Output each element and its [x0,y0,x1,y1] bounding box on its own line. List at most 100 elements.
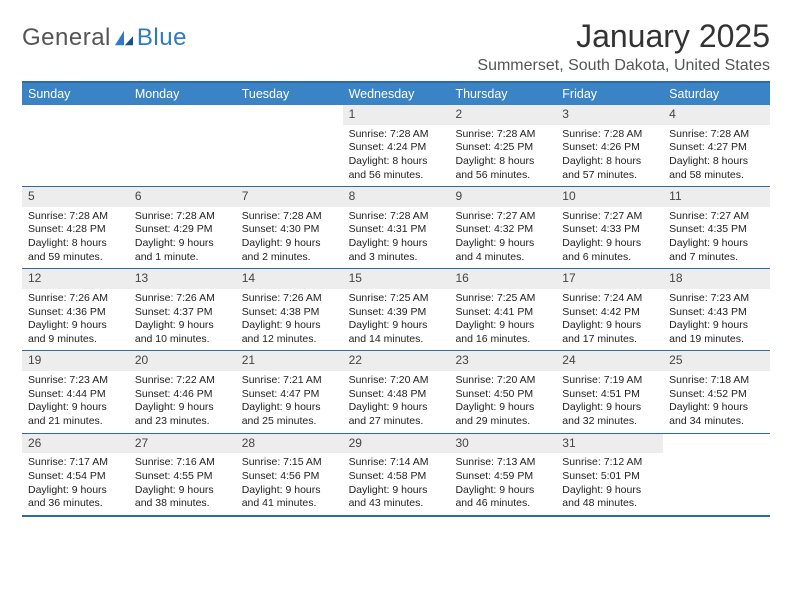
daylight-text: Daylight: 8 hours and 57 minutes. [562,155,657,182]
daylight-text: Daylight: 9 hours and 10 minutes. [135,319,230,346]
day-number [236,105,343,125]
day-number: 5 [22,187,129,207]
day-details: Sunrise: 7:25 AMSunset: 4:41 PMDaylight:… [449,289,556,351]
day-details: Sunrise: 7:21 AMSunset: 4:47 PMDaylight:… [236,371,343,433]
title-block: January 2025 Summerset, South Dakota, Un… [477,18,770,75]
daylight-text: Daylight: 9 hours and 36 minutes. [28,484,123,511]
day-details: Sunrise: 7:23 AMSunset: 4:44 PMDaylight:… [22,371,129,433]
week-row: 1Sunrise: 7:28 AMSunset: 4:24 PMDaylight… [22,105,770,187]
sunrise-text: Sunrise: 7:24 AM [562,292,657,306]
day-number: 17 [556,269,663,289]
day-cell: 18Sunrise: 7:23 AMSunset: 4:43 PMDayligh… [663,269,770,350]
day-number: 21 [236,351,343,371]
day-details: Sunrise: 7:28 AMSunset: 4:29 PMDaylight:… [129,207,236,269]
sunrise-text: Sunrise: 7:28 AM [28,210,123,224]
page-location: Summerset, South Dakota, United States [477,57,770,75]
day-cell: 16Sunrise: 7:25 AMSunset: 4:41 PMDayligh… [449,269,556,350]
daylight-text: Daylight: 8 hours and 58 minutes. [669,155,764,182]
day-details: Sunrise: 7:18 AMSunset: 4:52 PMDaylight:… [663,371,770,433]
daylight-text: Daylight: 9 hours and 6 minutes. [562,237,657,264]
day-cell: 20 Sunrise: 7:22 AMSunset: 4:46 PMDayligh… [129,351,236,432]
day-cell [236,105,343,186]
brand-sail-icon [113,29,135,47]
day-details: Sunrise: 7:28 AMSunset: 4:25 PMDaylight:… [449,125,556,187]
calendar-page: General Blue January 2025 Summerset, Sou… [0,0,792,517]
sunrise-text: Sunrise: 7:27 AM [455,210,550,224]
day-cell: 3Sunrise: 7:28 AMSunset: 4:26 PMDaylight… [556,105,663,186]
day-number: 31 [556,434,663,454]
day-details: Sunrise: 7:17 AMSunset: 4:54 PMDaylight:… [22,453,129,515]
daylight-text: Daylight: 9 hours and 23 minutes. [135,401,230,428]
sunset-text: Sunset: 4:32 PM [455,223,550,237]
weekday-label: Sunday [22,83,129,105]
day-number: 6 [129,187,236,207]
day-number: 28 [236,434,343,454]
day-details: Sunrise: 7:27 AMSunset: 4:35 PMDaylight:… [663,207,770,269]
day-details: Sunrise: 7:12 AMSunset: 5:01 PMDaylight:… [556,453,663,515]
daylight-text: Daylight: 9 hours and 25 minutes. [242,401,337,428]
sunrise-text: Sunrise: 7:22 AM [135,374,230,388]
sunrise-text: Sunrise: 7:28 AM [242,210,337,224]
weekday-label: Tuesday [236,83,343,105]
weekday-label: Wednesday [343,83,450,105]
daylight-text: Daylight: 9 hours and 27 minutes. [349,401,444,428]
daylight-text: Daylight: 9 hours and 7 minutes. [669,237,764,264]
sunset-text: Sunset: 4:55 PM [135,470,230,484]
day-number: 25 [663,351,770,371]
sunset-text: Sunset: 4:43 PM [669,306,764,320]
day-number: 3 [556,105,663,125]
day-number: 11 [663,187,770,207]
day-details: Sunrise: 7:23 AMSunset: 4:43 PMDaylight:… [663,289,770,351]
sunrise-text: Sunrise: 7:21 AM [242,374,337,388]
sunset-text: Sunset: 4:48 PM [349,388,444,402]
sunrise-text: Sunrise: 7:15 AM [242,456,337,470]
day-cell: 26Sunrise: 7:17 AMSunset: 4:54 PMDayligh… [22,434,129,515]
sunset-text: Sunset: 4:37 PM [135,306,230,320]
sunset-text: Sunset: 4:30 PM [242,223,337,237]
day-number: 20 [129,351,236,371]
day-cell: 13Sunrise: 7:26 AMSunset: 4:37 PMDayligh… [129,269,236,350]
day-details: Sunrise: 7:28 AMSunset: 4:30 PMDaylight:… [236,207,343,269]
day-details: Sunrise: 7:25 AMSunset: 4:39 PMDaylight:… [343,289,450,351]
sunset-text: Sunset: 4:39 PM [349,306,444,320]
sunset-text: Sunset: 5:01 PM [562,470,657,484]
sunrise-text: Sunrise: 7:23 AM [669,292,764,306]
day-cell: 15Sunrise: 7:25 AMSunset: 4:39 PMDayligh… [343,269,450,350]
weekday-label: Saturday [663,83,770,105]
sunset-text: Sunset: 4:51 PM [562,388,657,402]
day-cell: 19Sunrise: 7:23 AMSunset: 4:44 PMDayligh… [22,351,129,432]
daylight-text: Daylight: 9 hours and 17 minutes. [562,319,657,346]
daylight-text: Daylight: 9 hours and 38 minutes. [135,484,230,511]
weekday-label: Thursday [449,83,556,105]
sunset-text: Sunset: 4:35 PM [669,223,764,237]
day-cell: 7Sunrise: 7:28 AMSunset: 4:30 PMDaylight… [236,187,343,268]
sunrise-text: Sunrise: 7:19 AM [562,374,657,388]
day-cell: 23Sunrise: 7:20 AMSunset: 4:50 PMDayligh… [449,351,556,432]
sunset-text: Sunset: 4:56 PM [242,470,337,484]
daylight-text: Daylight: 9 hours and 14 minutes. [349,319,444,346]
sunset-text: Sunset: 4:50 PM [455,388,550,402]
day-cell: 2Sunrise: 7:28 AMSunset: 4:25 PMDaylight… [449,105,556,186]
sunset-text: Sunset: 4:46 PM [135,388,230,402]
daylight-text: Daylight: 9 hours and 9 minutes. [28,319,123,346]
daylight-text: Daylight: 9 hours and 3 minutes. [349,237,444,264]
daylight-text: Daylight: 9 hours and 2 minutes. [242,237,337,264]
day-cell: 9Sunrise: 7:27 AMSunset: 4:32 PMDaylight… [449,187,556,268]
sunset-text: Sunset: 4:38 PM [242,306,337,320]
day-details: Sunrise: 7:26 AMSunset: 4:36 PMDaylight:… [22,289,129,351]
day-details: Sunrise: 7:19 AMSunset: 4:51 PMDaylight:… [556,371,663,433]
sunset-text: Sunset: 4:58 PM [349,470,444,484]
day-number: 24 [556,351,663,371]
sunset-text: Sunset: 4:33 PM [562,223,657,237]
sunset-text: Sunset: 4:36 PM [28,306,123,320]
daylight-text: Daylight: 9 hours and 41 minutes. [242,484,337,511]
daylight-text: Daylight: 9 hours and 21 minutes. [28,401,123,428]
day-cell: 1Sunrise: 7:28 AMSunset: 4:24 PMDaylight… [343,105,450,186]
day-cell [663,434,770,515]
sunset-text: Sunset: 4:24 PM [349,141,444,155]
day-details: Sunrise: 7:20 AMSunset: 4:50 PMDaylight:… [449,371,556,433]
day-number: 19 [22,351,129,371]
week-row: 12Sunrise: 7:26 AMSunset: 4:36 PMDayligh… [22,269,770,351]
day-details: Sunrise: 7:28 AMSunset: 4:28 PMDaylight:… [22,207,129,269]
daylight-text: Daylight: 9 hours and 48 minutes. [562,484,657,511]
